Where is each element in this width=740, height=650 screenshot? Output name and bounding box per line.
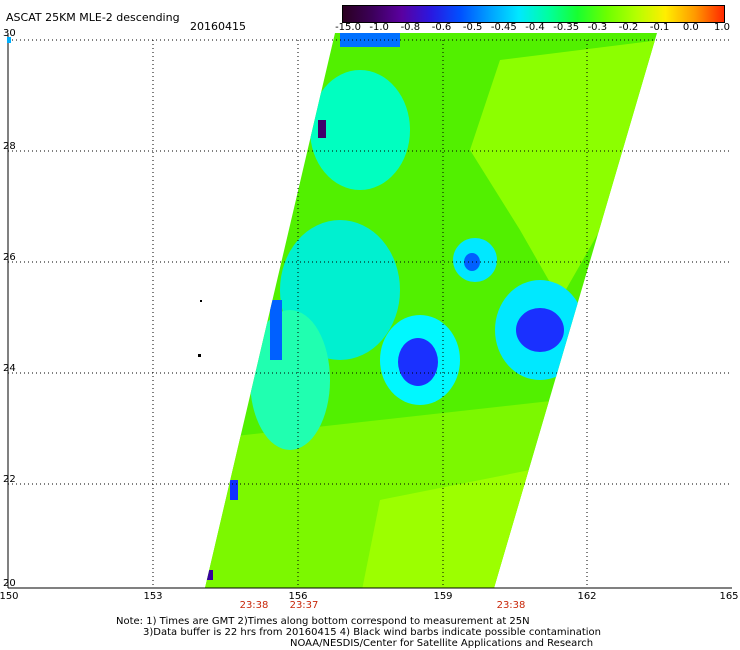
lat-label: 22 xyxy=(3,474,16,485)
pass-time: 23:37 xyxy=(289,600,319,611)
swath-data xyxy=(205,33,657,588)
map-frame xyxy=(7,33,732,589)
note-line-3: NOAA/NESDIS/Center for Satellite Applica… xyxy=(290,638,594,649)
colorbar-label: 0.0 xyxy=(682,22,699,33)
lat-label: 28 xyxy=(3,141,16,152)
note-line-2: 3)Data buffer is 22 hrs from 20160415 4)… xyxy=(143,627,601,638)
pass-time: 23:38 xyxy=(496,600,526,611)
contamination-dot xyxy=(198,354,201,357)
lat-label: 24 xyxy=(3,363,16,374)
pass-time: 23:38 xyxy=(239,600,269,611)
colorbar-label: -15.0 xyxy=(335,22,361,33)
lat-label: 30 xyxy=(3,28,16,39)
colorbar-label: -0.6 xyxy=(431,22,452,33)
lon-label: 150 xyxy=(0,591,19,602)
colorbar-label: -0.4 xyxy=(525,22,545,33)
graticule xyxy=(8,39,732,588)
contamination-dot xyxy=(200,300,202,302)
colorbar-label: -0.5 xyxy=(462,22,483,33)
colorbar-label: -1.0 xyxy=(369,22,389,33)
edge-pixel xyxy=(7,37,11,43)
colorbar-label: -0.3 xyxy=(587,22,608,33)
chart-date: 20160415 xyxy=(190,20,246,33)
colorbar-label: -0.45 xyxy=(490,22,517,33)
colorbar-label: -0.8 xyxy=(400,22,421,33)
lon-label: 165 xyxy=(719,591,739,602)
chart-title: ASCAT 25KM MLE-2 descending xyxy=(6,11,180,24)
lat-label: 20 xyxy=(3,578,16,589)
colorbar-label: -0.1 xyxy=(649,22,670,33)
colorbar-label: -0.2 xyxy=(618,22,639,33)
colorbar-label: -0.35 xyxy=(553,22,580,33)
lon-label: 159 xyxy=(433,591,453,602)
colorbar xyxy=(342,5,725,23)
note-line-1: Note: 1) Times are GMT 2)Times along bot… xyxy=(116,616,530,627)
colorbar-label: 1.0 xyxy=(714,22,730,33)
lon-label: 162 xyxy=(577,591,597,602)
lon-label: 156 xyxy=(288,591,308,602)
lat-label: 26 xyxy=(3,252,16,263)
lon-label: 153 xyxy=(143,591,163,602)
